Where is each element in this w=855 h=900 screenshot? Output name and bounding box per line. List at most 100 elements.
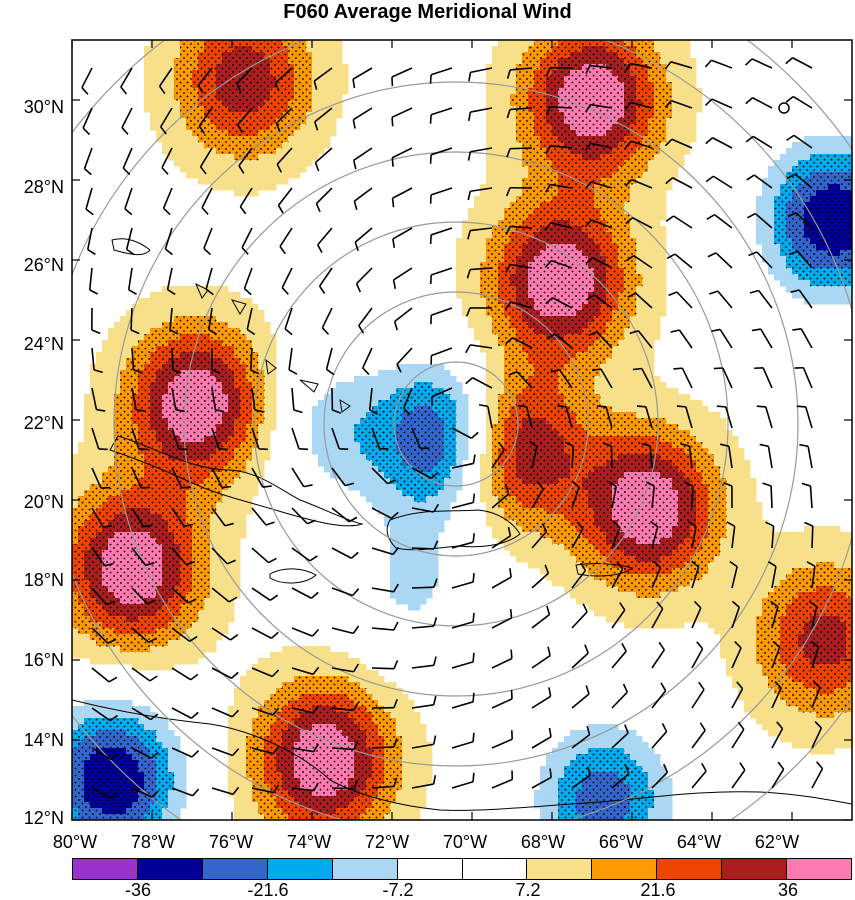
wind-barb (171, 787, 200, 797)
wind-barb (371, 777, 398, 789)
wind-barb (241, 227, 253, 255)
wind-barb (585, 64, 613, 74)
wind-barb (91, 347, 103, 374)
wind-barb (211, 427, 228, 451)
wind-barb (391, 107, 413, 127)
wind-barb (668, 291, 693, 309)
wind-barb (597, 405, 613, 429)
wind-barb (531, 687, 552, 709)
colorbar-label: 21.6 (640, 880, 676, 900)
lon-label: 74°W (286, 832, 332, 852)
wind-barb (131, 507, 153, 528)
wind-barb (275, 107, 293, 133)
lat-label: 30°N (23, 97, 64, 117)
wind-barb (611, 642, 627, 669)
wind-barb (314, 147, 333, 172)
wind-barb (731, 681, 744, 709)
colorbar-segment (722, 859, 788, 879)
wind-barb (790, 289, 813, 309)
wind-barb (451, 572, 475, 589)
wind-barb (211, 747, 240, 757)
wind-barb (131, 707, 159, 721)
wind-barb (317, 227, 333, 254)
wind-barb (211, 587, 238, 603)
wind-barb (723, 482, 733, 509)
wind-barb (91, 747, 119, 761)
wind-barb (171, 347, 182, 374)
wind-barb (211, 786, 240, 796)
wind-barb (82, 107, 93, 136)
lat-label: 20°N (23, 492, 64, 512)
lat-label: 28°N (23, 177, 64, 197)
lon-label: 68°W (520, 832, 566, 852)
wind-barb (124, 187, 133, 216)
wind-barb (251, 467, 272, 488)
wind-barb (544, 222, 573, 231)
wind-barb (785, 57, 813, 69)
wind-barb (429, 107, 453, 124)
wind-barb (281, 267, 293, 295)
lon-label: 78°W (130, 832, 176, 852)
wind-barb (451, 692, 475, 709)
wind-barb (291, 387, 303, 414)
lat-label: 16°N (23, 650, 64, 670)
wind-barb (765, 521, 775, 549)
wind-barb (251, 427, 268, 451)
wind-barb (811, 680, 821, 709)
wind-barb (411, 775, 437, 789)
coastline-south-america (72, 699, 852, 811)
wind-barb (411, 656, 437, 669)
wind-barb (331, 702, 359, 712)
wind-barb (467, 147, 493, 161)
lat-label: 24°N (23, 334, 64, 354)
wind-barb (771, 680, 782, 709)
colorbar-label: 36 (777, 880, 799, 900)
wind-barb (166, 267, 176, 296)
wind-barb (531, 605, 551, 629)
wind-barb (792, 328, 813, 349)
wind-barb (465, 344, 493, 354)
wind-barb (754, 367, 773, 389)
wind-barb (588, 331, 613, 349)
wind-barb (352, 107, 373, 129)
wind-barb (705, 137, 733, 149)
wind-barb (315, 187, 333, 213)
colorbar-segment (202, 859, 268, 879)
wind-barb (331, 547, 359, 559)
wind-barb (211, 347, 221, 375)
wind-barb (491, 608, 513, 629)
wind-barb (585, 103, 613, 113)
wind-barb (611, 602, 626, 629)
wind-barb (291, 666, 320, 676)
wind-barb (787, 211, 813, 229)
wind-barb (804, 521, 814, 549)
wind-barb (767, 560, 777, 589)
wind-barb (531, 646, 551, 669)
wind-barb (411, 427, 430, 450)
wind-barb (211, 547, 236, 565)
wind-barb (491, 526, 512, 549)
lat-label: 22°N (23, 413, 64, 433)
wind-barb (251, 507, 275, 526)
wind-barb (451, 454, 476, 469)
wind-barb (411, 617, 438, 629)
colorbar-segment (73, 859, 138, 879)
wind-barb (747, 212, 773, 229)
wind-barb (687, 520, 697, 549)
wind-barb (625, 217, 653, 229)
wind-barb (796, 405, 813, 429)
wind-barb (711, 328, 733, 349)
wind-barb (786, 173, 813, 189)
wind-barb (467, 227, 493, 240)
wind-barb (684, 481, 694, 509)
range-ring (253, 221, 659, 627)
wind-barb (291, 782, 319, 792)
wind-barb (331, 663, 360, 673)
wind-barb (171, 387, 185, 413)
wind-barb (291, 587, 319, 599)
colorbar-label: -7.2 (382, 880, 414, 900)
wind-barb (691, 600, 702, 629)
wind-barb (203, 227, 213, 256)
wind-barb (531, 481, 544, 509)
wind-barb (353, 187, 373, 211)
